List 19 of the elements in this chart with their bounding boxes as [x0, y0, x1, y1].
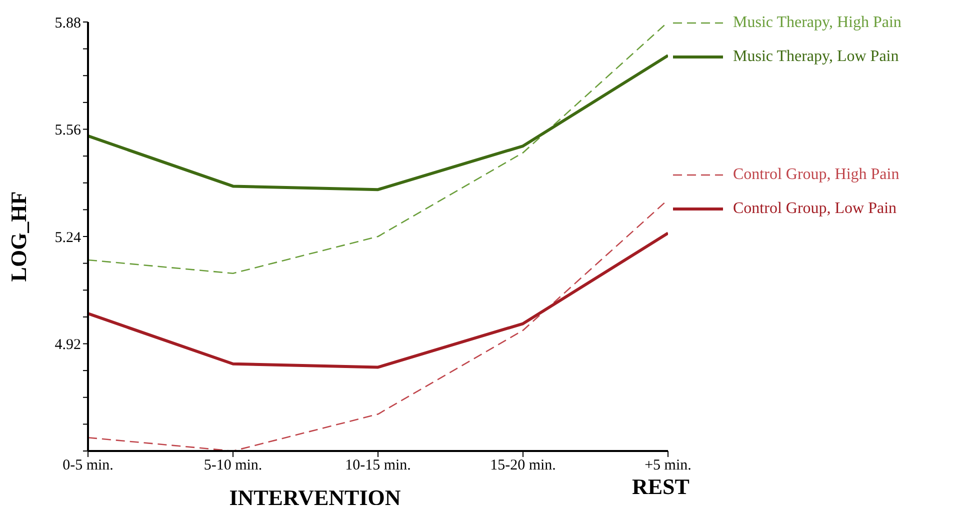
x-axis-title: INTERVENTION: [229, 485, 401, 510]
y-tick-label: 5.56: [54, 122, 82, 139]
line-series: [88, 54, 668, 192]
x-tick-label: +5 min.: [644, 458, 692, 474]
legend-label: Control Group, High Pain: [733, 166, 900, 184]
legend-label: Control Group, Low Pain: [733, 200, 897, 218]
x-tick-label: 0-5 min.: [62, 458, 114, 474]
y-tick-label: 5.24: [54, 230, 82, 246]
legend-label: Music Therapy, Low Pain: [733, 48, 899, 66]
y-tick-label: 4.92: [54, 337, 81, 354]
legend-label: Music Therapy, High Pain: [733, 14, 902, 32]
line-series: [88, 22, 668, 274]
x-tick-label: 15-20 min.: [490, 458, 556, 474]
y-axis-title: LOG_HF: [6, 191, 31, 282]
text: REST: [632, 474, 690, 500]
x-tick-label: 10-15 min.: [345, 458, 411, 474]
x-tick-label: 5-10 min.: [204, 458, 262, 474]
y-tick-label: 5.88: [54, 15, 81, 32]
line-series: [88, 232, 668, 369]
